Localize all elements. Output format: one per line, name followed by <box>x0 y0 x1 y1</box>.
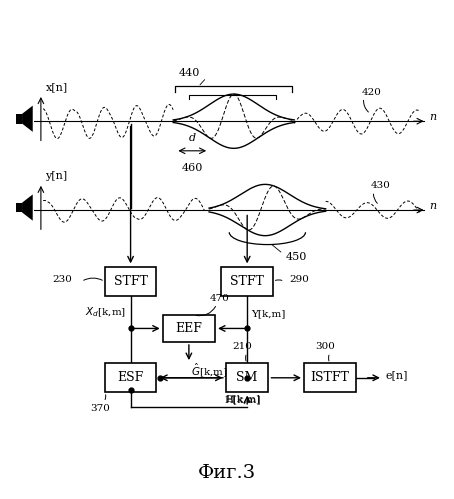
Text: 470: 470 <box>210 293 230 302</box>
Text: x[n]: x[n] <box>45 83 68 93</box>
Text: SM: SM <box>237 371 258 384</box>
Text: d: d <box>189 133 196 143</box>
Text: e[n]: e[n] <box>385 370 408 380</box>
Text: STFT: STFT <box>230 275 264 288</box>
Bar <box>105 267 156 296</box>
Text: n: n <box>429 201 436 211</box>
Text: 420: 420 <box>361 87 381 96</box>
Polygon shape <box>22 106 33 132</box>
Polygon shape <box>22 195 33 221</box>
Text: $X_d$[k,m]: $X_d$[k,m] <box>85 305 126 318</box>
Text: 300: 300 <box>316 342 336 351</box>
Text: 430: 430 <box>370 181 390 190</box>
Text: $\hat{G}$[k,m]: $\hat{G}$[k,m] <box>191 361 228 379</box>
Text: 450: 450 <box>285 252 306 262</box>
Bar <box>16 203 22 213</box>
Text: 370: 370 <box>90 405 110 414</box>
Text: 460: 460 <box>182 163 203 173</box>
Text: 230: 230 <box>52 274 72 283</box>
Text: y[n]: y[n] <box>45 171 68 182</box>
Bar <box>222 267 273 296</box>
Text: Фиг.3: Фиг.3 <box>198 464 256 482</box>
Text: EEF: EEF <box>175 322 202 335</box>
Text: H[k,m]: H[k,m] <box>224 395 261 405</box>
Text: n: n <box>429 112 436 122</box>
Bar <box>226 363 268 392</box>
Text: E[k,m]: E[k,m] <box>225 395 260 404</box>
Bar <box>163 315 215 342</box>
Text: ESF: ESF <box>118 371 144 384</box>
Bar <box>105 363 156 392</box>
Text: 290: 290 <box>290 274 310 283</box>
Text: 440: 440 <box>178 68 200 78</box>
Text: ISTFT: ISTFT <box>311 371 350 384</box>
Text: STFT: STFT <box>114 275 148 288</box>
Bar <box>304 363 356 392</box>
Text: Y[k,m]: Y[k,m] <box>252 309 286 318</box>
Bar <box>16 114 22 124</box>
Text: 210: 210 <box>233 342 252 351</box>
